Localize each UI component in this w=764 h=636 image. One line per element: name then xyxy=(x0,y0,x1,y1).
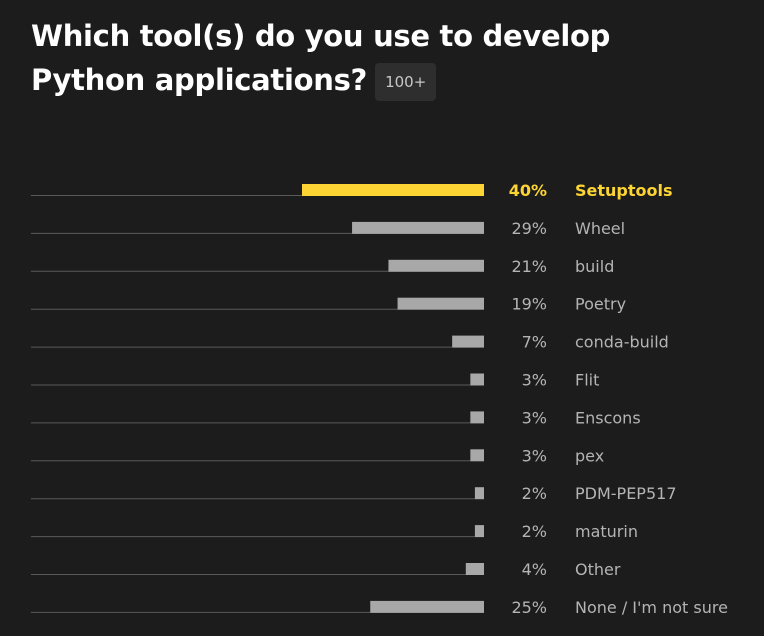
value-label: 3% xyxy=(522,446,547,465)
bar xyxy=(370,600,484,613)
bar xyxy=(474,525,484,538)
category-label: Poetry xyxy=(575,295,626,314)
chart-title-text: Which tool(s) do you use to develop Pyth… xyxy=(31,19,611,97)
value-label: 21% xyxy=(511,257,547,276)
respondents-badge: 100+ xyxy=(375,63,437,101)
bar xyxy=(397,297,484,310)
value-label: 2% xyxy=(522,484,547,503)
bar xyxy=(302,184,484,196)
value-label: 19% xyxy=(511,295,547,314)
category-label: Setuptools xyxy=(575,181,673,200)
bar xyxy=(352,221,484,234)
value-label: 25% xyxy=(511,598,547,617)
bar xyxy=(388,259,484,272)
value-label: 29% xyxy=(511,219,547,238)
category-label: Other xyxy=(575,560,621,579)
bar xyxy=(470,373,484,386)
category-label: PDM-PEP517 xyxy=(575,484,677,503)
category-label: None / I'm not sure xyxy=(575,598,728,617)
bar xyxy=(470,449,484,462)
value-label: 3% xyxy=(522,408,547,427)
category-label: Enscons xyxy=(575,408,641,427)
value-label: 40% xyxy=(509,181,547,200)
chart-title: Which tool(s) do you use to develop Pyth… xyxy=(31,14,711,102)
value-label: 2% xyxy=(522,522,547,541)
value-label: 3% xyxy=(522,371,547,390)
category-label: pex xyxy=(575,446,604,465)
category-label: build xyxy=(575,257,614,276)
bar xyxy=(470,411,484,424)
bar xyxy=(452,335,484,348)
value-label: 7% xyxy=(522,333,547,352)
category-label: Wheel xyxy=(575,219,625,238)
category-label: conda-build xyxy=(575,333,669,352)
category-label: Flit xyxy=(575,371,599,390)
bar xyxy=(474,487,484,500)
value-label: 4% xyxy=(522,560,547,579)
category-label: maturin xyxy=(575,522,638,541)
bar xyxy=(465,563,484,575)
